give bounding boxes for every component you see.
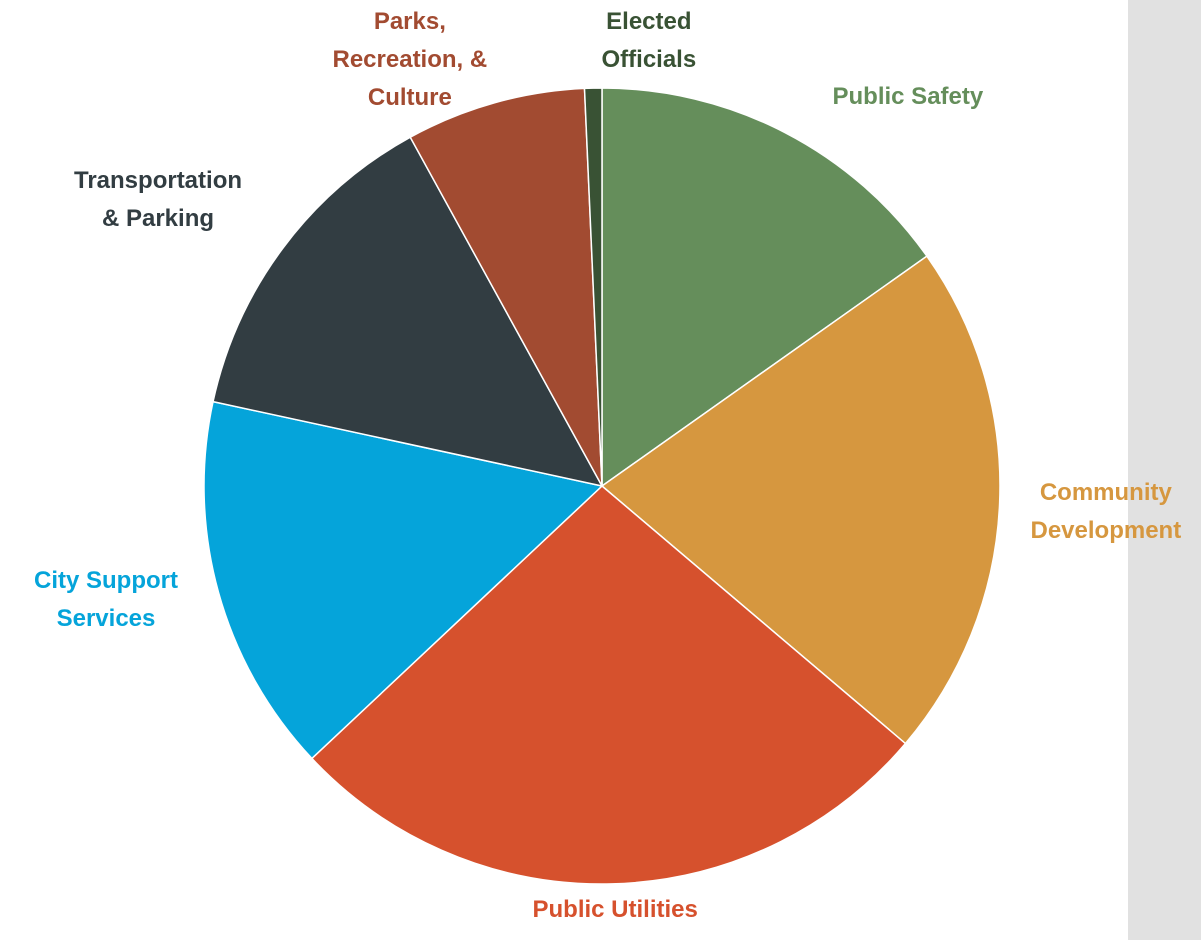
pie-label-4: Transportation & Parking xyxy=(74,162,242,238)
pie-label-line: Elected xyxy=(602,3,697,41)
pie-label-0: Public Safety xyxy=(833,78,984,116)
pie-label-line: & Parking xyxy=(74,200,242,238)
pie-label-5: Parks, Recreation, & Culture xyxy=(333,3,488,117)
pie-label-line: Transportation xyxy=(74,162,242,200)
pie-label-line: City Support xyxy=(34,562,178,600)
pie-label-line: Culture xyxy=(333,79,488,117)
pie-label-line: Services xyxy=(34,600,178,638)
pie-label-2: Public Utilities xyxy=(533,891,698,929)
pie-label-line: Community xyxy=(1031,474,1182,512)
pie-label-3: City Support Services xyxy=(34,562,178,638)
pie-label-line: Parks, xyxy=(333,3,488,41)
pie-chart xyxy=(0,0,1128,940)
pie-label-line: Officials xyxy=(602,41,697,79)
pie-label-6: Elected Officials xyxy=(602,3,697,79)
pie-label-line: Recreation, & xyxy=(333,41,488,79)
pie-label-line: Public Utilities xyxy=(533,891,698,929)
pie-label-line: Development xyxy=(1031,512,1182,550)
side-panel xyxy=(1128,0,1201,940)
pie-label-line: Public Safety xyxy=(833,78,984,116)
pie-label-1: Community Development xyxy=(1031,474,1182,550)
